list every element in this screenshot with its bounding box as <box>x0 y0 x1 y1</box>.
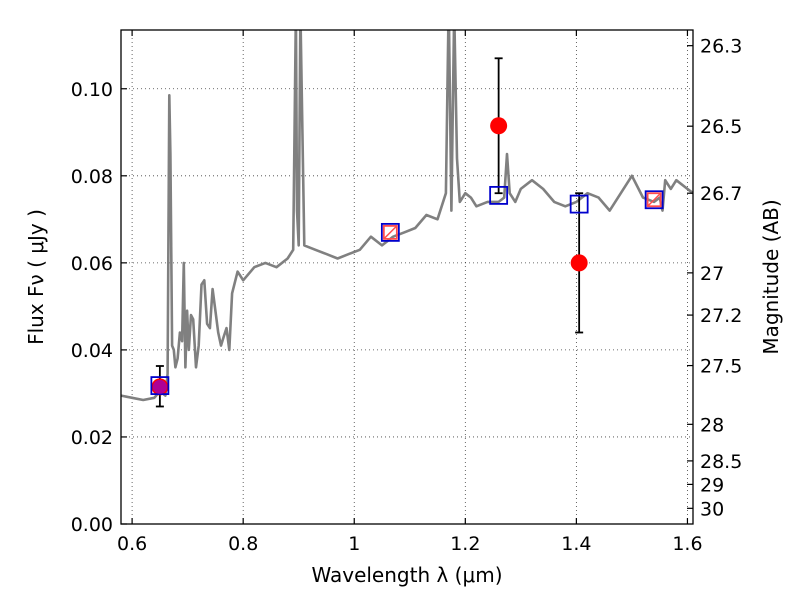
y-tick-label: 0.08 <box>71 166 113 188</box>
right-tick-label: 28.5 <box>700 451 742 473</box>
y-tick-label: 0.06 <box>71 253 113 275</box>
synthetic-point <box>489 185 509 205</box>
right-tick-label: 27.5 <box>700 356 742 378</box>
right-tick-label: 30 <box>700 498 724 520</box>
right-tick-label: 27.2 <box>700 305 742 327</box>
observed-point <box>570 254 588 272</box>
synthetic-point <box>569 194 589 214</box>
tick-layer: 0.6 0.8 1 1.2 1.4 1.6 0.00 0.02 0.04 0.06 0.08 0.10… <box>71 30 742 555</box>
y-axis-label: Flux Fν ( μJy ) <box>24 209 48 345</box>
overlap-point <box>152 379 167 394</box>
x-tick-label: 1.6 <box>672 533 702 555</box>
right-axis-label: Magnitude (AB) <box>759 199 783 354</box>
upper-limit-square <box>382 224 398 240</box>
upper-limit-square <box>646 192 662 208</box>
y-tick-label: 0.00 <box>71 514 113 536</box>
right-tick-label: 26.7 <box>700 183 742 205</box>
x-tick-label: 0.6 <box>117 533 147 555</box>
upper-limit-slash <box>383 225 398 240</box>
upper-limit-slash <box>647 192 662 207</box>
observed-point <box>490 117 508 135</box>
right-tick-label: 28 <box>700 414 724 436</box>
right-tick-label: 29 <box>700 474 724 496</box>
right-tick-label: 26.3 <box>700 36 742 58</box>
x-tick-label: 0.8 <box>228 533 258 555</box>
synthetic-point <box>150 376 170 395</box>
x-tick-label: 1 <box>348 533 360 555</box>
plot-frame <box>120 29 694 525</box>
y-tick-label: 0.02 <box>71 427 113 449</box>
series-layer <box>121 30 693 408</box>
synthetic-point <box>380 222 400 242</box>
spectrum-line <box>121 30 693 402</box>
synthetic-point <box>644 190 664 210</box>
right-tick-label: 26.5 <box>700 116 742 138</box>
y-tick-label: 0.10 <box>71 79 113 101</box>
x-tick-label: 1.4 <box>561 533 591 555</box>
x-tick-label: 1.2 <box>450 533 480 555</box>
x-axis-label: Wavelength λ (μm) <box>311 563 502 587</box>
right-tick-label: 27 <box>700 263 724 285</box>
y-tick-label: 0.04 <box>71 340 113 362</box>
